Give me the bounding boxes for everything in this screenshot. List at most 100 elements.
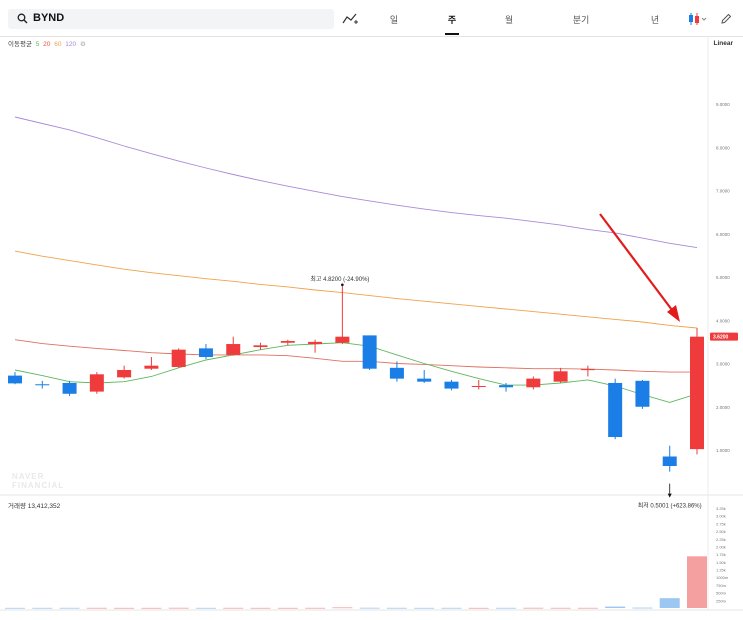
candle-body [526, 378, 541, 388]
volume-tick-label: 750m [716, 583, 727, 588]
symbol-search[interactable]: BYND [8, 9, 334, 29]
candle [553, 367, 568, 383]
candle [417, 369, 432, 383]
candle-body [280, 341, 295, 343]
ma120-line [14, 116, 698, 249]
candle [662, 445, 677, 472]
candle-body [117, 369, 132, 378]
candle-body [226, 344, 241, 355]
volume-bar [523, 607, 544, 609]
volume-bar [605, 606, 626, 608]
candle [117, 365, 132, 379]
volume-bar [32, 607, 53, 609]
legend-ma60: 60 [54, 41, 62, 48]
candle [444, 379, 459, 391]
y-tick-label: 8.0000 [716, 145, 730, 150]
volume-bar [441, 607, 462, 609]
candle-body [308, 341, 323, 345]
volume-tick-label: 1.25k [716, 568, 726, 573]
volume-bar [195, 607, 216, 609]
low-marker [667, 493, 672, 498]
y-tick-label: 7.0000 [716, 189, 730, 194]
volume-bar [141, 607, 162, 609]
indicator-icon[interactable] [342, 12, 358, 26]
volume-tick-label: 1.50k [716, 560, 726, 565]
candle-body [662, 456, 677, 467]
search-icon[interactable] [17, 13, 28, 24]
candle [144, 357, 159, 370]
candle [226, 336, 241, 356]
annotation-arrow-head [667, 305, 680, 322]
ma5-line [14, 342, 698, 403]
candle [171, 348, 186, 368]
scale-toggle[interactable]: Linear [713, 40, 733, 47]
tab-week[interactable]: 주 [447, 15, 457, 25]
y-tick-label: 4.0000 [716, 318, 730, 323]
volume-bar [5, 607, 25, 609]
y-tick-label: 9.0000 [716, 102, 730, 107]
candle-body [8, 375, 22, 384]
volume-bar [496, 607, 517, 609]
candle-body [253, 345, 268, 348]
candle [198, 344, 213, 360]
candle-body [62, 382, 77, 394]
volume-bar [223, 607, 244, 609]
y-tick-label: 5.0000 [716, 275, 730, 280]
volume-bar [250, 607, 271, 609]
last-price-label: 3.6200 [713, 335, 729, 341]
candle-body [690, 336, 704, 450]
y-tick-label: 2.0000 [716, 405, 730, 410]
legend-settings-icon[interactable]: ⚙ [79, 41, 86, 48]
tab-month[interactable]: 월 [504, 15, 514, 25]
candle [35, 380, 50, 389]
volume-label: 거래량 13,412,352 [8, 503, 61, 510]
volume-tick-label: 1.75k [716, 552, 726, 557]
candle [389, 361, 404, 382]
tab-day[interactable]: 일 [389, 15, 399, 25]
volume-bar [687, 556, 707, 608]
candle-body [580, 369, 595, 371]
candle-body [417, 378, 432, 382]
tab-year[interactable]: 년 [650, 15, 660, 25]
volume-tick-label: 3.25k [716, 506, 726, 511]
candle [608, 378, 623, 440]
candle [8, 372, 22, 385]
candle [471, 379, 486, 390]
high-marker [341, 283, 344, 287]
candle [635, 379, 650, 409]
volume-bar [359, 607, 380, 609]
candle-body [471, 385, 486, 387]
watermark-line-2: FINANCIAL [12, 481, 65, 490]
candle [335, 284, 350, 345]
tab-quarter[interactable]: 분기 [572, 15, 590, 25]
annotation-arrow-shaft [599, 213, 676, 315]
volume-tick-label: 2.75k [716, 521, 726, 526]
ma60-line [14, 250, 698, 329]
candle [62, 380, 77, 396]
candle-type-icon[interactable] [688, 12, 708, 26]
volume-bar [577, 607, 598, 609]
ma20-line [14, 339, 697, 373]
volume-tick-label: 250m [716, 598, 727, 603]
volume-bar [168, 607, 189, 609]
volume-bar [659, 598, 680, 608]
candle [499, 382, 514, 392]
last-price-box [710, 332, 738, 341]
candle-body [444, 381, 459, 389]
candle [580, 365, 595, 377]
candle [89, 372, 104, 394]
candle-body [499, 385, 514, 388]
volume-tick-label: 500m [716, 591, 727, 596]
volume-bar [468, 607, 489, 609]
volume-bar [332, 607, 353, 609]
top-toolbar: BYND 일 주 월 분기 년 [0, 0, 743, 37]
volume-bar [86, 607, 107, 609]
pencil-icon[interactable] [720, 13, 732, 25]
candle-body [35, 384, 50, 386]
candle [690, 328, 704, 455]
legend-ma120: 120 [65, 41, 77, 48]
volume-bar [414, 607, 435, 609]
volume-bar [59, 607, 80, 609]
y-tick-label: 1.0000 [716, 448, 730, 453]
